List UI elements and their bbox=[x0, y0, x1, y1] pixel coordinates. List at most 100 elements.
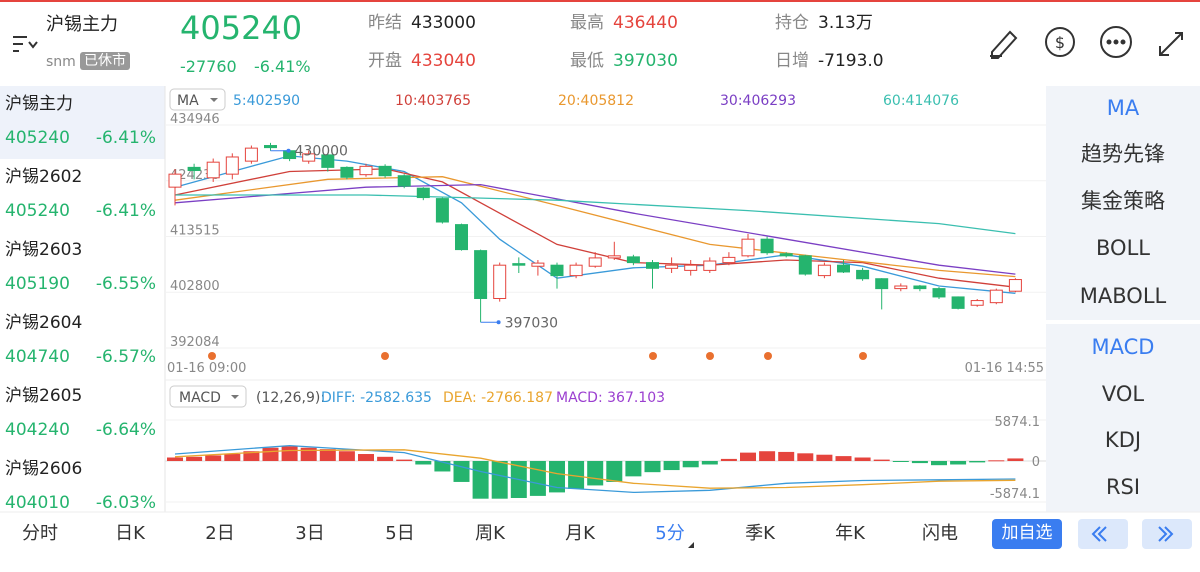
period-tab[interactable]: 分时 bbox=[22, 523, 58, 544]
prev-button[interactable] bbox=[1078, 519, 1128, 549]
watch-pct[interactable]: -6.64% bbox=[95, 420, 156, 440]
indicator-option[interactable]: 集金策略 bbox=[1081, 189, 1165, 213]
period-tab[interactable]: 5分 bbox=[655, 523, 685, 544]
watch-price[interactable]: 404240 bbox=[5, 420, 70, 440]
stat-label: 日增 bbox=[775, 51, 809, 71]
stat-label: 昨结 bbox=[368, 13, 402, 33]
watch-price[interactable]: 405240 bbox=[5, 201, 70, 221]
menu-bg bbox=[1046, 86, 1200, 320]
period-tab[interactable]: 周K bbox=[475, 523, 505, 544]
candle-body bbox=[302, 153, 316, 162]
top-border bbox=[0, 0, 1200, 2]
period-tab[interactable]: 3日 bbox=[295, 523, 325, 544]
add-button-bg[interactable] bbox=[992, 519, 1062, 549]
candle-body bbox=[779, 253, 793, 257]
indicator-option[interactable]: VOL bbox=[1101, 382, 1145, 406]
candle-body bbox=[837, 264, 850, 273]
watch-name[interactable]: 沪锡2602 bbox=[5, 167, 83, 187]
dropdown-caret bbox=[210, 98, 218, 102]
legend-entry: 5:402590 bbox=[233, 93, 300, 109]
candle-body bbox=[168, 173, 182, 188]
macd-bar bbox=[186, 456, 203, 461]
candle-body bbox=[646, 262, 659, 269]
period-tab[interactable]: 年K bbox=[835, 523, 865, 544]
watch-name[interactable]: 沪锡主力 bbox=[5, 94, 73, 114]
macd-bar bbox=[816, 454, 833, 461]
indicator-option[interactable]: RSI bbox=[1105, 475, 1141, 499]
indicator-option[interactable]: BOLL bbox=[1096, 236, 1150, 260]
price-change: -27760 bbox=[180, 57, 237, 76]
candle-body bbox=[1008, 279, 1022, 292]
stat-label: 持仓 bbox=[775, 13, 809, 33]
macd-bar bbox=[1007, 458, 1024, 461]
watch-name[interactable]: 沪锡2606 bbox=[5, 459, 83, 479]
watch-price[interactable]: 404010 bbox=[5, 493, 70, 513]
macd-bar bbox=[797, 453, 814, 461]
contract-code: snm bbox=[46, 54, 76, 70]
macd-bar bbox=[224, 454, 241, 461]
add-button[interactable]: 加自选 bbox=[1001, 523, 1053, 543]
indicator-option[interactable]: MA bbox=[1106, 96, 1140, 120]
macd-dropdown[interactable] bbox=[169, 385, 247, 408]
stat-value: 433000 bbox=[411, 13, 476, 33]
watch-price[interactable]: 405240 bbox=[5, 128, 70, 148]
macd-bar bbox=[682, 461, 699, 468]
candle-body bbox=[359, 165, 373, 176]
ma-dropdown[interactable] bbox=[169, 88, 226, 111]
macd-bar bbox=[167, 457, 183, 461]
macd-bar bbox=[358, 454, 374, 461]
arrow-icons bbox=[1091, 526, 1174, 542]
macd-bar bbox=[969, 461, 986, 463]
toolbar-icons[interactable]: $ bbox=[13, 26, 1183, 59]
watch-pct[interactable]: -6.55% bbox=[95, 274, 156, 294]
legend-entry: 10:403765 bbox=[395, 93, 471, 109]
macd-bar bbox=[529, 461, 546, 496]
y-tick-label: 392084 bbox=[170, 335, 220, 350]
period-tab[interactable]: 5日 bbox=[385, 523, 415, 544]
y-tick-label: -5874.1 bbox=[990, 487, 1040, 502]
period-tab[interactable]: 季K bbox=[745, 523, 775, 544]
macd-bar bbox=[950, 461, 967, 465]
watch-pct[interactable]: -6.41% bbox=[95, 201, 156, 221]
stat-value: 397030 bbox=[613, 51, 678, 71]
period-tab[interactable]: 2日 bbox=[205, 523, 235, 544]
watch-pct[interactable]: -6.41% bbox=[95, 128, 156, 148]
candle-body bbox=[798, 255, 812, 275]
last-price: 405240 bbox=[180, 9, 303, 47]
y-tick-label: 434946 bbox=[170, 112, 220, 127]
watch-name[interactable]: 沪锡2604 bbox=[5, 313, 83, 333]
watch-price[interactable]: 404740 bbox=[5, 347, 70, 367]
candle-body bbox=[493, 264, 507, 299]
candle-body bbox=[187, 166, 201, 172]
legend-entry: 20:405812 bbox=[558, 93, 634, 109]
candle-body bbox=[435, 198, 449, 223]
watch-name[interactable]: 沪锡2603 bbox=[5, 240, 83, 260]
macd-bar bbox=[338, 451, 355, 461]
candle-body bbox=[951, 296, 965, 309]
row-highlight bbox=[0, 86, 165, 159]
period-tab[interactable]: 月K bbox=[565, 523, 595, 544]
indicator-option[interactable]: MABOLL bbox=[1079, 284, 1167, 308]
macd-bar bbox=[644, 461, 661, 473]
watch-name[interactable]: 沪锡2605 bbox=[5, 386, 83, 406]
indicator-name: MA bbox=[177, 93, 199, 109]
period-tab[interactable]: 日K bbox=[115, 523, 145, 544]
indicator-option[interactable]: KDJ bbox=[1104, 428, 1142, 452]
watch-pct[interactable]: -6.57% bbox=[95, 347, 156, 367]
indicator-option[interactable]: MACD bbox=[1091, 335, 1155, 359]
macd-bar bbox=[415, 461, 432, 465]
macd-bar bbox=[262, 447, 279, 461]
event-dots bbox=[208, 352, 867, 360]
candle-body bbox=[932, 288, 946, 298]
period-tab[interactable]: 闪电 bbox=[922, 523, 958, 544]
ma-line bbox=[175, 194, 1016, 235]
svg-text:$: $ bbox=[1055, 33, 1065, 52]
watch-price[interactable]: 405190 bbox=[5, 274, 70, 294]
candle-body bbox=[531, 262, 545, 267]
indicator-option[interactable]: 趋势先锋 bbox=[1081, 142, 1165, 166]
candle-body bbox=[244, 147, 258, 162]
stat-value: -7193.0 bbox=[818, 51, 884, 71]
stat-value: 3.13万 bbox=[818, 13, 873, 33]
watch-pct[interactable]: -6.03% bbox=[95, 493, 156, 513]
